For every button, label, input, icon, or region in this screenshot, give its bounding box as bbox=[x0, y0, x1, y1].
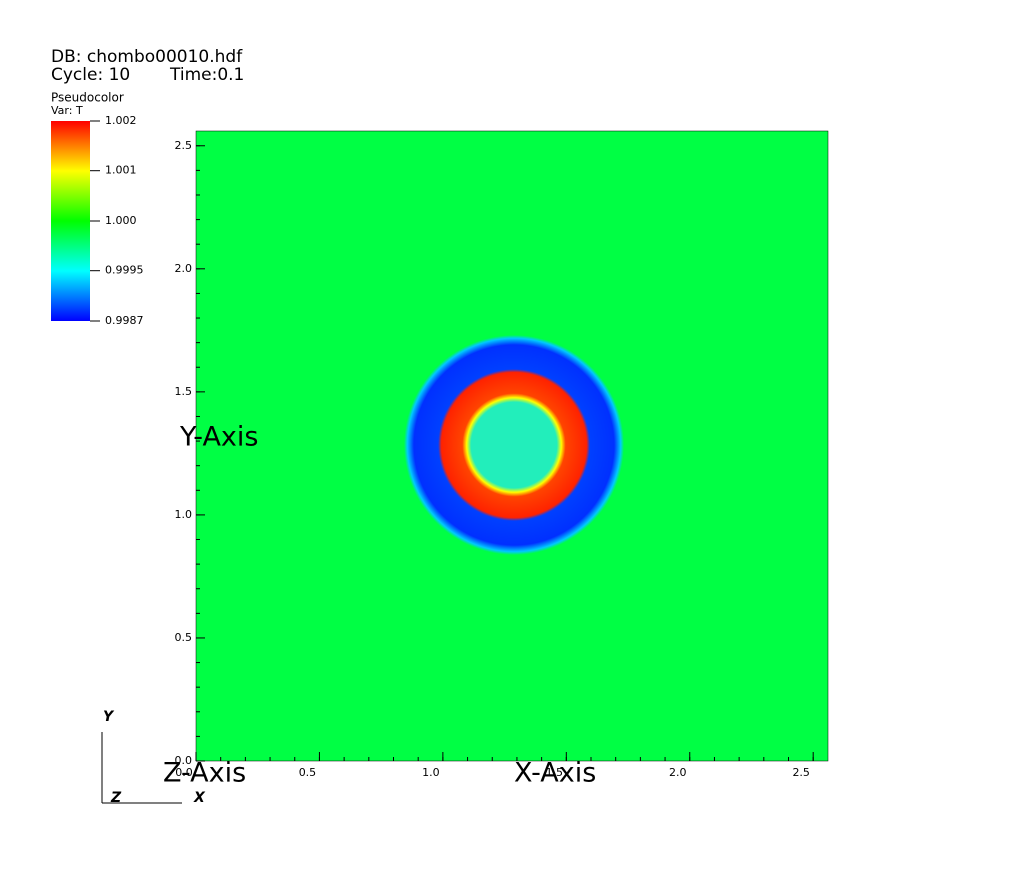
cycle: Cycle: 10 bbox=[51, 65, 130, 85]
y-axis-label: Y-Axis bbox=[179, 422, 258, 453]
y-tick-label: 2.0 bbox=[175, 262, 193, 275]
y-tick-label: 2.5 bbox=[175, 139, 193, 152]
z-axis-label: Z-Axis bbox=[163, 758, 246, 789]
variable: Var: T bbox=[51, 104, 83, 117]
triad-y: Y bbox=[103, 709, 115, 725]
y-tick-label: 1.0 bbox=[175, 508, 193, 521]
x-tick-label: 0.0 bbox=[175, 766, 193, 779]
plot-frame bbox=[195, 130, 829, 762]
triad-x: X bbox=[193, 790, 206, 806]
colorbar-label: 1.000 bbox=[105, 214, 137, 227]
x-axis-label: X-Axis bbox=[514, 758, 596, 789]
y-tick-label: 0.0 bbox=[175, 754, 193, 767]
colorbar-label: 1.001 bbox=[105, 164, 137, 177]
legend-title: Pseudocolor bbox=[51, 91, 124, 105]
colorbar-label: 1.002 bbox=[105, 114, 137, 127]
x-tick-label: 0.5 bbox=[299, 766, 317, 779]
temperature-ring bbox=[404, 335, 624, 555]
x-tick-label: 2.0 bbox=[669, 766, 687, 779]
y-tick-label: 1.5 bbox=[175, 385, 193, 398]
triad-z: Z bbox=[110, 790, 122, 806]
db-name: DB: chombo00010.hdf bbox=[51, 47, 243, 67]
time: Time:0.1 bbox=[169, 65, 244, 85]
y-tick-label: 0.5 bbox=[175, 631, 193, 644]
x-tick-label: 2.5 bbox=[792, 766, 810, 779]
colorbar-label: 0.9987 bbox=[105, 314, 144, 327]
colorbar bbox=[51, 121, 90, 321]
colorbar-label: 0.9995 bbox=[105, 264, 144, 277]
x-tick-label: 1.0 bbox=[422, 766, 440, 779]
x-tick-label: 1.5 bbox=[546, 766, 564, 779]
